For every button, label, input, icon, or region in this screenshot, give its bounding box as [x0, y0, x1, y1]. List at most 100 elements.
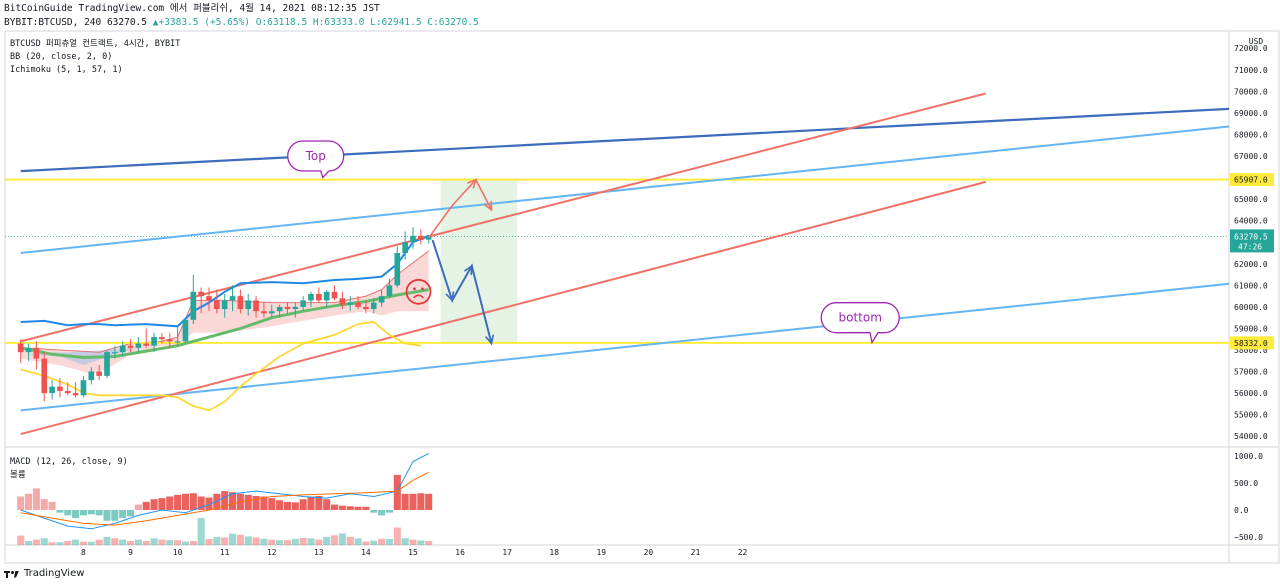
price-tick-label: 70000.0 [1234, 87, 1268, 96]
macd-histogram-bar [338, 505, 346, 510]
candle-body [316, 293, 322, 301]
candle [104, 350, 110, 379]
volume-bar [252, 537, 260, 545]
current-price-marker-bg [1230, 229, 1274, 253]
sad-face-mouth [412, 294, 425, 299]
volume-bar [17, 535, 25, 545]
price-tick-label: 61000.0 [1234, 281, 1268, 290]
candle-body [253, 300, 259, 312]
macd-histogram-bar [205, 497, 213, 510]
candle-body [284, 306, 291, 310]
macd-histogram-bar [142, 501, 150, 510]
volume-bar [213, 536, 221, 545]
macd-histogram-bar [72, 509, 80, 519]
price-tick-label: 65000.0 [1234, 195, 1268, 204]
legend-bb: BB (20, close, 2, 0) [10, 52, 112, 62]
candle [33, 341, 40, 370]
top-label-bubble [287, 140, 345, 179]
candle-body [268, 311, 275, 314]
volume-bar [174, 540, 182, 545]
macd-histogram-bar [260, 496, 268, 510]
macd-histogram-bar [103, 509, 111, 521]
candle-body [80, 380, 87, 396]
macd-histogram-bar [189, 493, 197, 510]
trendline-upper-dark-blue [20, 107, 1230, 173]
time-tick-label: 9 [128, 548, 133, 557]
candle [17, 339, 24, 363]
macd-histogram-bar [346, 506, 354, 510]
time-tick-label: 14 [361, 548, 371, 557]
price-tick-label: 54000.0 [1234, 432, 1268, 441]
candle [323, 289, 330, 307]
candle [112, 345, 118, 359]
candle-body [300, 300, 306, 307]
candle-body [190, 291, 197, 320]
price-tick-label: 64000.0 [1234, 217, 1268, 226]
candle [410, 227, 416, 249]
candle [300, 296, 306, 312]
top-label[interactable]: Top [287, 140, 345, 179]
candle-body [33, 347, 40, 359]
arrow-icon [445, 291, 455, 303]
candle [284, 302, 291, 314]
candle-body [206, 296, 212, 301]
macd-histogram-bar [409, 493, 417, 510]
macd-histogram-bar [17, 496, 25, 510]
time-tick-label: 18 [549, 548, 559, 557]
candle [425, 235, 432, 244]
volume-bar [323, 536, 331, 545]
volume-bar [425, 540, 433, 545]
arrow-up-icon [467, 178, 478, 189]
change-value: ▲+3383.5 (+5.65%) [152, 17, 250, 28]
candle-body [323, 291, 330, 301]
candle-body [339, 298, 346, 305]
projection-path-reversal [475, 179, 493, 211]
bottom-label-bubble [820, 302, 900, 345]
volume-bar [236, 534, 244, 545]
macd-histogram-bar [370, 509, 378, 513]
macd-histogram-bar [276, 500, 284, 510]
candle [418, 229, 424, 245]
volume-bar [48, 542, 56, 545]
candle-body [370, 302, 377, 310]
candle-body [159, 337, 165, 340]
candle [143, 328, 150, 348]
macd-histogram-bar [56, 509, 64, 513]
candle [159, 332, 165, 344]
time-tick-label: 8 [81, 548, 86, 557]
bottom-label[interactable]: bottom [820, 302, 900, 345]
price-tick-label: 55000.0 [1234, 411, 1268, 420]
time-tick-label: 17 [502, 548, 512, 557]
volume-bar [181, 541, 189, 545]
candle-body [237, 296, 244, 310]
candle-body [355, 302, 361, 307]
macd-histogram-bar [229, 492, 237, 510]
candle [268, 304, 275, 318]
candle [394, 246, 401, 288]
macd-histogram-bar [299, 499, 307, 510]
macd-histogram-bar [401, 493, 409, 510]
volume-bar [134, 539, 142, 545]
macd-histogram-bar [315, 495, 323, 510]
macd-histogram-bar [32, 488, 40, 510]
volume-bar [370, 540, 378, 545]
macd-histogram-bar [79, 509, 87, 516]
macd-histogram-bar [25, 493, 33, 510]
volume-bar [393, 527, 401, 545]
trendline-lower-light-blue [20, 282, 1230, 412]
trendline-red-channel-upper [20, 92, 987, 343]
candle-body [49, 386, 55, 394]
volume-bar [409, 539, 417, 545]
sad-face-outline [405, 278, 432, 305]
volume-bar [150, 538, 158, 545]
volume-bar [299, 537, 307, 545]
candle-body [402, 242, 408, 254]
candle-body [363, 306, 369, 310]
ohlc-values: O:63118.5 H:63333.0 L:62941.5 C:63270.5 [255, 17, 479, 28]
macd-histogram-bar [174, 494, 182, 510]
price-tick-label: 69000.0 [1234, 109, 1268, 118]
price-tick-label: 72000.0 [1234, 44, 1268, 53]
candle [245, 293, 252, 316]
macd-histogram-bar [291, 502, 299, 510]
